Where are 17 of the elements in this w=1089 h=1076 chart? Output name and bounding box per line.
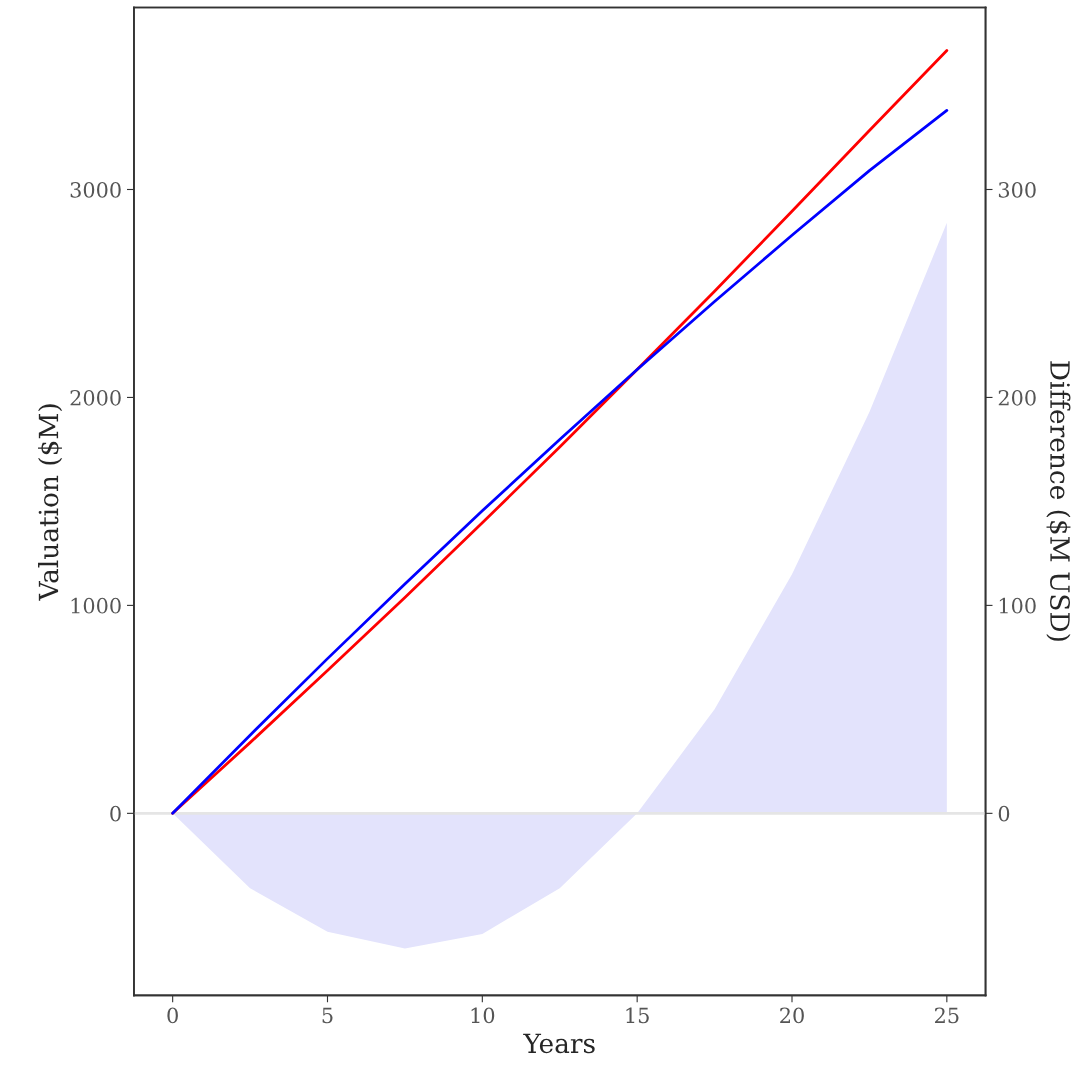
x-axis-title: Years: [523, 1033, 595, 1054]
y2-tick-label: 0: [998, 805, 1010, 822]
x-tick-label: 25: [934, 1007, 959, 1024]
y2-axis-title: Difference ($M USD): [1046, 361, 1071, 641]
y-tick-label: 1000: [71, 597, 121, 614]
y-axis-title: Valuation ($M): [38, 404, 63, 601]
y-tick-label: 2000: [70, 389, 121, 406]
y2-tick-label: 100: [999, 597, 1036, 614]
x-tick-label: 0: [167, 1007, 178, 1024]
y-tick-label: 3000: [70, 181, 121, 198]
y2-tick-label: 300: [998, 181, 1036, 198]
x-tick-label: 15: [626, 1007, 649, 1024]
x-tick-label: 10: [471, 1007, 495, 1024]
y2-tick-label: 200: [998, 389, 1036, 406]
x-tick-label: 5: [322, 1007, 333, 1024]
x-tick-label: 20: [780, 1007, 804, 1024]
y-tick-label: 0: [110, 805, 121, 822]
